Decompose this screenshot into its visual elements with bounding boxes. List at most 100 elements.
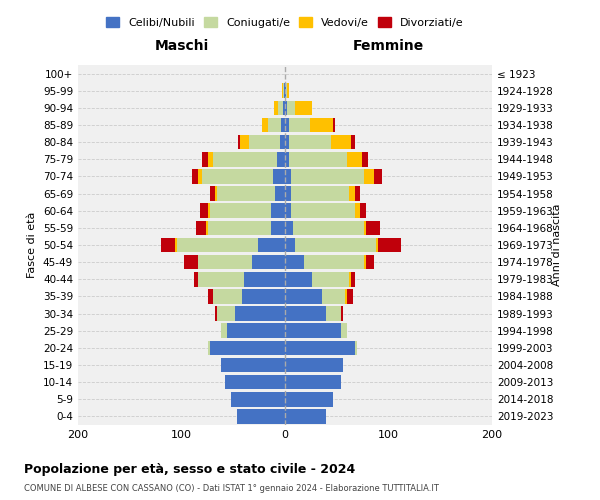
- Bar: [374, 169, 382, 184]
- Bar: [202, 169, 272, 184]
- Bar: [351, 272, 355, 286]
- Bar: [326, 306, 341, 321]
- Bar: [215, 186, 217, 201]
- Bar: [341, 306, 343, 321]
- Bar: [285, 238, 295, 252]
- Bar: [345, 289, 347, 304]
- Bar: [175, 238, 178, 252]
- Bar: [341, 324, 347, 338]
- Bar: [268, 118, 281, 132]
- Bar: [287, 84, 289, 98]
- Bar: [332, 118, 335, 132]
- Bar: [285, 204, 291, 218]
- Bar: [289, 135, 331, 150]
- Bar: [295, 100, 312, 115]
- Bar: [178, 238, 258, 252]
- Bar: [291, 186, 349, 201]
- Bar: [208, 152, 212, 166]
- Text: Femmine: Femmine: [353, 39, 424, 53]
- Bar: [184, 255, 198, 270]
- Bar: [221, 358, 285, 372]
- Bar: [285, 392, 332, 406]
- Bar: [271, 220, 285, 235]
- Bar: [285, 340, 355, 355]
- Bar: [285, 100, 287, 115]
- Bar: [285, 358, 343, 372]
- Bar: [200, 204, 208, 218]
- Bar: [275, 186, 285, 201]
- Bar: [291, 204, 355, 218]
- Bar: [285, 375, 341, 390]
- Bar: [208, 340, 211, 355]
- Bar: [285, 84, 286, 98]
- Bar: [235, 306, 285, 321]
- Bar: [238, 135, 241, 150]
- Bar: [355, 186, 359, 201]
- Bar: [212, 152, 277, 166]
- Bar: [285, 135, 289, 150]
- Bar: [285, 186, 291, 201]
- Bar: [351, 135, 355, 150]
- Bar: [364, 255, 366, 270]
- Bar: [378, 238, 401, 252]
- Bar: [285, 324, 341, 338]
- Bar: [238, 409, 285, 424]
- Bar: [211, 204, 271, 218]
- Bar: [252, 255, 285, 270]
- Y-axis label: Fasce di età: Fasce di età: [28, 212, 37, 278]
- Bar: [284, 84, 285, 98]
- Bar: [362, 152, 368, 166]
- Bar: [285, 169, 291, 184]
- Bar: [161, 238, 175, 252]
- Bar: [198, 255, 252, 270]
- Bar: [225, 375, 285, 390]
- Bar: [217, 186, 275, 201]
- Bar: [331, 135, 351, 150]
- Bar: [347, 289, 353, 304]
- Bar: [364, 169, 374, 184]
- Bar: [272, 169, 285, 184]
- Bar: [208, 204, 211, 218]
- Bar: [285, 118, 289, 132]
- Y-axis label: Anni di nascita: Anni di nascita: [552, 204, 562, 286]
- Bar: [355, 204, 359, 218]
- Bar: [208, 220, 271, 235]
- Bar: [376, 238, 378, 252]
- Bar: [285, 409, 326, 424]
- Bar: [359, 204, 366, 218]
- Bar: [211, 340, 285, 355]
- Bar: [249, 135, 280, 150]
- Bar: [271, 204, 285, 218]
- Bar: [194, 272, 198, 286]
- Bar: [241, 135, 249, 150]
- Bar: [244, 272, 285, 286]
- Bar: [285, 306, 326, 321]
- Bar: [192, 169, 198, 184]
- Bar: [215, 306, 217, 321]
- Bar: [198, 272, 244, 286]
- Bar: [281, 118, 285, 132]
- Bar: [242, 289, 285, 304]
- Bar: [289, 152, 347, 166]
- Bar: [349, 272, 351, 286]
- Bar: [227, 324, 285, 338]
- Bar: [283, 84, 284, 98]
- Text: COMUNE DI ALBESE CON CASSANO (CO) - Dati ISTAT 1° gennaio 2024 - Elaborazione TU: COMUNE DI ALBESE CON CASSANO (CO) - Dati…: [24, 484, 439, 493]
- Bar: [322, 289, 345, 304]
- Bar: [282, 84, 283, 98]
- Bar: [202, 152, 208, 166]
- Bar: [231, 392, 285, 406]
- Bar: [221, 324, 227, 338]
- Bar: [285, 152, 289, 166]
- Bar: [278, 100, 283, 115]
- Bar: [212, 289, 242, 304]
- Bar: [349, 186, 355, 201]
- Bar: [304, 255, 364, 270]
- Bar: [274, 100, 278, 115]
- Bar: [366, 255, 374, 270]
- Bar: [355, 340, 358, 355]
- Bar: [286, 84, 287, 98]
- Bar: [293, 220, 364, 235]
- Bar: [291, 169, 364, 184]
- Text: Maschi: Maschi: [154, 39, 209, 53]
